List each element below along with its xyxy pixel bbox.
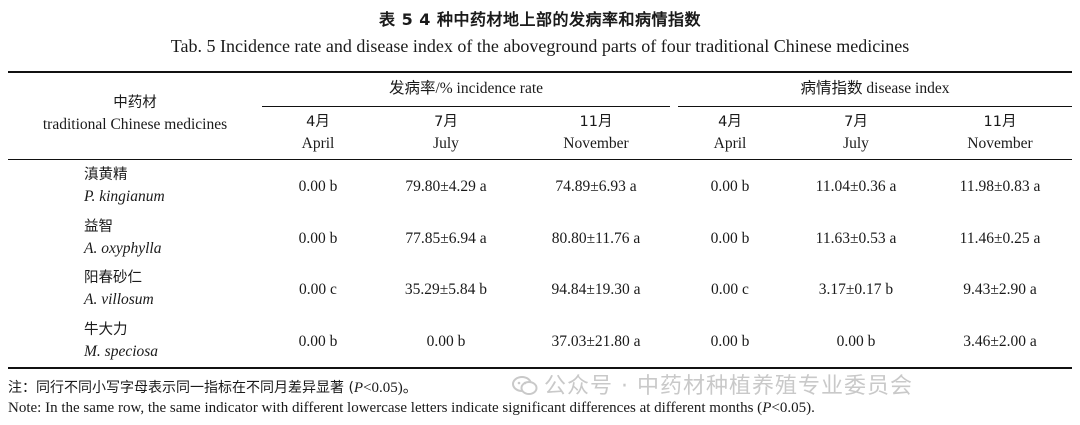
medicine-name-scientific: A. villosum: [84, 291, 154, 308]
table-cell: 0.00 b: [298, 178, 338, 195]
table-cell: 3.46±2.00 a: [963, 333, 1037, 350]
footnote-en: Note: In the same row, the same indicato…: [8, 400, 815, 416]
footnote-cn: 注：同行不同小写字母表示同一指标在不同月差异显著 (P<0.05)。: [8, 380, 418, 396]
column-header-cn: 中药材: [113, 95, 157, 111]
month-header-en: July: [433, 135, 459, 152]
bottom-rule: [8, 367, 1072, 369]
month-header: 11月 November: [531, 111, 661, 155]
month-header-en: November: [563, 135, 629, 152]
month-header-en: April: [301, 135, 335, 152]
table-cell: 11.63±0.53 a: [815, 230, 897, 247]
table-cell: 11.46±0.25 a: [959, 230, 1041, 247]
column-header-medicine: 中药材 traditional Chinese medicines: [20, 92, 250, 136]
table-cell: 79.80±4.29 a: [405, 178, 487, 195]
medicine-name-cn: 滇黄精: [84, 167, 128, 183]
table-row-medicine: 阳春砂仁 A. villosum: [84, 267, 154, 311]
watermark: 公众号 · 中药材种植养殖专业委员会: [512, 368, 913, 400]
table-cell: 80.80±11.76 a: [551, 230, 641, 247]
table-cell: 0.00 b: [836, 333, 876, 350]
group-header-incidence: 发病率/% incidence rate: [388, 80, 544, 97]
table-row-medicine: 滇黄精 P. kingianum: [84, 164, 165, 208]
table-cell: 35.29±5.84 b: [404, 281, 488, 298]
group1-rule: [262, 106, 670, 107]
month-header: 11月 November: [935, 111, 1065, 155]
table-cell: 94.84±19.30 a: [551, 281, 641, 298]
medicine-name-scientific: M. speciosa: [84, 343, 159, 360]
month-header: 7月 July: [381, 111, 511, 155]
month-header-cn: 11月: [983, 114, 1017, 130]
header-rule: [8, 159, 1072, 160]
table-cell: 0.00 b: [298, 333, 338, 350]
table-row-medicine: 益智 A. oxyphylla: [84, 216, 161, 260]
table-cell: 3.17±0.17 b: [818, 281, 894, 298]
wechat-icon: [512, 376, 538, 395]
month-header-cn: 7月: [434, 114, 458, 130]
group-header-disease-index: 病情指数 disease index: [800, 80, 950, 97]
table-title-en: Tab. 5 Incidence rate and disease index …: [170, 36, 910, 56]
top-rule: [8, 71, 1072, 73]
table-cell: 0.00 c: [711, 281, 749, 298]
medicine-name-scientific: P. kingianum: [84, 188, 165, 205]
table-cell: 0.00 b: [426, 333, 466, 350]
month-header-cn: 4月: [306, 114, 330, 130]
table-cell: 0.00 b: [710, 230, 750, 247]
month-header-en: July: [843, 135, 869, 152]
month-header-en: November: [967, 135, 1033, 152]
table-row-medicine: 牛大力 M. speciosa: [84, 319, 158, 363]
month-header: 7月 July: [791, 111, 921, 155]
column-header-en: traditional Chinese medicines: [42, 116, 228, 133]
table-cell: 9.43±2.90 a: [963, 281, 1037, 298]
medicine-name-cn: 阳春砂仁: [84, 270, 142, 286]
table-cell: 74.89±6.93 a: [555, 178, 637, 195]
month-header-cn: 7月: [844, 114, 868, 130]
medicine-name-scientific: A. oxyphylla: [84, 240, 162, 257]
group2-rule: [678, 106, 1072, 107]
table-cell: 77.85±6.94 a: [405, 230, 487, 247]
medicine-name-cn: 牛大力: [84, 322, 128, 338]
table-cell: 0.00 b: [710, 178, 750, 195]
table-cell: 0.00 b: [710, 333, 750, 350]
month-header-cn: 11月: [579, 114, 613, 130]
table-cell: 0.00 b: [298, 230, 338, 247]
table-cell: 0.00 c: [299, 281, 337, 298]
month-header: 4月 April: [253, 111, 383, 155]
table-cell: 11.04±0.36 a: [815, 178, 897, 195]
month-header-en: April: [713, 135, 747, 152]
month-header-cn: 4月: [718, 114, 742, 130]
month-header: 4月 April: [665, 111, 795, 155]
table-cell: 37.03±21.80 a: [551, 333, 641, 350]
medicine-name-cn: 益智: [84, 219, 113, 235]
table-cell: 11.98±0.83 a: [959, 178, 1041, 195]
table-title-cn: 表 5 4 种中药材地上部的发病率和病情指数: [379, 10, 701, 29]
